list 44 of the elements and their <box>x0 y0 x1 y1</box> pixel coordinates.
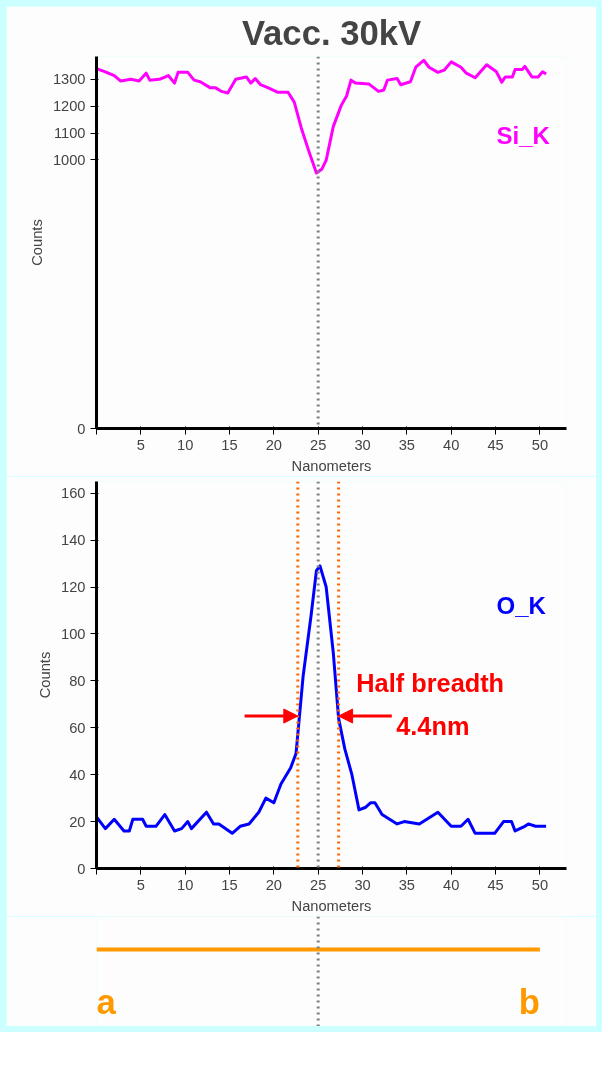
x-tick-label: 15 <box>221 436 238 453</box>
x-tick-label: 35 <box>398 436 416 453</box>
y-tick-label: 60 <box>69 719 86 736</box>
text: O_K <box>496 591 547 619</box>
y-tick-label: 160 <box>61 485 86 502</box>
x-tick-label: 50 <box>531 436 549 453</box>
y-tick-label: 40 <box>69 766 86 783</box>
x-axis-title: Nanometers <box>291 897 372 914</box>
x-tick-label: 5 <box>136 436 145 453</box>
y-axis-title: Counts <box>28 219 45 266</box>
y-tick-label: 1000 <box>52 151 86 168</box>
x-tick-label: 40 <box>443 436 460 453</box>
x-tick-label: 30 <box>354 876 371 893</box>
x-tick-label: 25 <box>310 436 327 453</box>
x-tick-label: 40 <box>443 876 460 893</box>
series-label: Si_K <box>496 121 551 149</box>
x-tick-label: 50 <box>531 876 549 893</box>
annotation: Half breadth 4.4nm <box>356 669 505 740</box>
text: a <box>96 983 117 1021</box>
x-tick-label: 30 <box>354 436 371 453</box>
y-tick-label: 0 <box>77 420 86 437</box>
x-axis-title: Nanometers <box>291 457 372 474</box>
y-tick-label: 1100 <box>53 125 86 142</box>
y-tick-label: 1200 <box>52 98 86 115</box>
y-axis-title: Counts <box>37 651 54 699</box>
y-tick-label: 1300 <box>52 71 86 88</box>
x-tick-label: 10 <box>177 436 194 453</box>
x-tick-label: 20 <box>265 876 283 893</box>
x-tick-label: 45 <box>487 436 504 453</box>
y-tick-label: 0 <box>77 860 86 877</box>
y-tick-label: 140 <box>61 532 86 549</box>
text: b <box>518 983 540 1021</box>
y-tick-label: 120 <box>61 579 86 596</box>
y-tick-label: 20 <box>69 813 86 830</box>
chart-title: Vacc. 30kV <box>241 13 422 52</box>
x-tick-label: 45 <box>487 876 504 893</box>
x-tick-label: 20 <box>265 436 283 453</box>
x-tick-label: 25 <box>310 876 327 893</box>
y-tick-label: 80 <box>69 672 86 689</box>
x-tick-label: 10 <box>177 876 194 893</box>
y-tick-label: 100 <box>61 625 86 642</box>
x-tick-label: 5 <box>136 876 145 893</box>
x-tick-label: 15 <box>221 876 238 893</box>
x-tick-label: 35 <box>398 876 416 893</box>
